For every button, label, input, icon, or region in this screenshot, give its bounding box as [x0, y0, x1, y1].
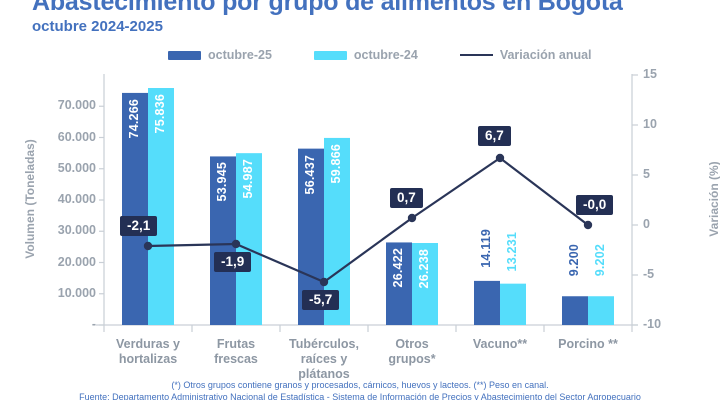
x-category-line: frescas — [214, 351, 258, 366]
chart-legend: octubre-25 octubre-24 Variación anual — [168, 46, 592, 64]
bar-value-label: 56.437 — [303, 154, 317, 195]
variation-point[interactable] — [231, 239, 241, 249]
legend-color-swatch — [168, 50, 201, 60]
x-axis-category-label: Otros grupos* — [362, 337, 462, 367]
bar-octubre-24[interactable] — [500, 283, 526, 325]
x-category-line: Otros — [395, 337, 429, 351]
legend-item-1[interactable]: octubre-25 — [168, 48, 272, 62]
legend-line-marker — [459, 54, 493, 56]
x-category-line: Tubérculos, — [289, 337, 359, 351]
x-axis-category-label: Frutas frescas — [186, 337, 286, 367]
x-category-line: Vacuno** — [472, 337, 528, 351]
bar-value-label: 75.836 — [153, 94, 167, 134]
bar-octubre-25[interactable] — [122, 92, 148, 325]
bar-value-label: 54.987 — [241, 159, 255, 199]
variation-callout: -1,9 — [214, 252, 252, 272]
variation-point[interactable] — [319, 277, 329, 287]
x-category-line: Verduras y — [116, 337, 180, 351]
bar-value-label: 26.238 — [417, 249, 431, 289]
variation-callout: -2,1 — [120, 216, 158, 236]
y2-axis-title: Variación (%) — [707, 161, 720, 237]
bar-octubre-25[interactable] — [474, 280, 500, 325]
x-axis-category-label: Porcino ** — [538, 337, 638, 352]
x-category-line: Frutas — [216, 337, 256, 351]
variation-callout: 0,7 — [390, 188, 423, 208]
y2-axis-tick-label: 10 — [643, 117, 657, 131]
legend-item-3[interactable]: Variación anual — [459, 48, 592, 62]
footnote-primary: (*) Otros grupos contiene granos y proce… — [171, 380, 549, 390]
bar-value-label: 9.202 — [593, 244, 607, 277]
y2-axis-tick-label: 5 — [643, 167, 650, 181]
bar-value-label: 13.231 — [505, 231, 519, 272]
x-category-line: hortalizas — [118, 351, 178, 366]
y-axis-tick-label: - — [91, 317, 96, 331]
y-axis-title: Volumen (Toneladas) — [23, 139, 37, 259]
legend-label: octubre-25 — [208, 48, 272, 62]
bar-value-label: 14.119 — [479, 228, 493, 268]
legend-item-2[interactable]: octubre-24 — [313, 48, 418, 62]
bar-octubre-25[interactable] — [386, 242, 412, 325]
variation-point[interactable] — [407, 213, 417, 223]
legend-color-swatch — [313, 50, 347, 60]
x-category-line: grupos* — [388, 351, 436, 366]
variation-line — [147, 156, 589, 284]
variation-callout: -5,7 — [302, 290, 340, 310]
variation-callout: -0,0 — [576, 195, 614, 215]
x-category-line: plátanos — [298, 366, 350, 381]
bar-octubre-24[interactable] — [588, 296, 614, 325]
y-axis-tick-label: 50.000 — [57, 160, 96, 175]
bar-octubre-24[interactable] — [148, 88, 174, 325]
x-axis-category-label: Tubérculos, raíces y plátanos — [274, 337, 374, 381]
bar-value-label: 59.866 — [329, 143, 343, 184]
y2-axis-tick-label: -10 — [643, 317, 662, 331]
legend-label: Variación anual — [499, 48, 592, 62]
y-axis-tick-label: 40.000 — [57, 192, 96, 206]
bar-value-label: 26.422 — [391, 248, 405, 288]
y-axis-tick-label: 10.000 — [57, 285, 96, 300]
y2-axis-tick-label: 15 — [643, 67, 657, 81]
bar-octubre-25[interactable] — [210, 156, 236, 325]
variation-point[interactable] — [143, 241, 153, 251]
variation-point[interactable] — [495, 153, 505, 163]
y-axis-tick-label: 30.000 — [57, 223, 96, 238]
y-axis-tick-label: 20.000 — [57, 254, 96, 269]
y2-axis-tick-label: -5 — [643, 267, 655, 281]
variation-callout: 6,7 — [478, 126, 511, 146]
bar-value-label: 74.266 — [127, 98, 141, 139]
y-axis-tick-label: 60.000 — [57, 129, 96, 144]
bar-value-label: 53.945 — [215, 162, 229, 202]
x-axis-category-label: Verduras y hortalizas — [98, 337, 198, 367]
x-axis-category-label: Vacuno** — [450, 337, 550, 352]
bar-octubre-25[interactable] — [562, 296, 588, 325]
bar-value-label: 9.200 — [567, 244, 581, 277]
footnote-source: Fuente: Departamento Administrativo Naci… — [79, 392, 641, 400]
x-category-line: Porcino ** — [558, 337, 618, 351]
page-subtitle: octubre 2024-2025 — [32, 18, 163, 35]
y2-axis-tick-label: 0 — [643, 217, 650, 231]
y-axis-tick-label: 70.000 — [57, 98, 96, 113]
bar-octubre-24[interactable] — [236, 153, 262, 325]
page-title: Abastecimiento por grupo de alimentos en… — [32, 0, 623, 16]
bar-octubre-24[interactable] — [412, 243, 438, 325]
legend-label: octubre-24 — [353, 48, 418, 62]
variation-point[interactable] — [583, 220, 593, 230]
x-category-line: raíces y — [300, 351, 348, 366]
